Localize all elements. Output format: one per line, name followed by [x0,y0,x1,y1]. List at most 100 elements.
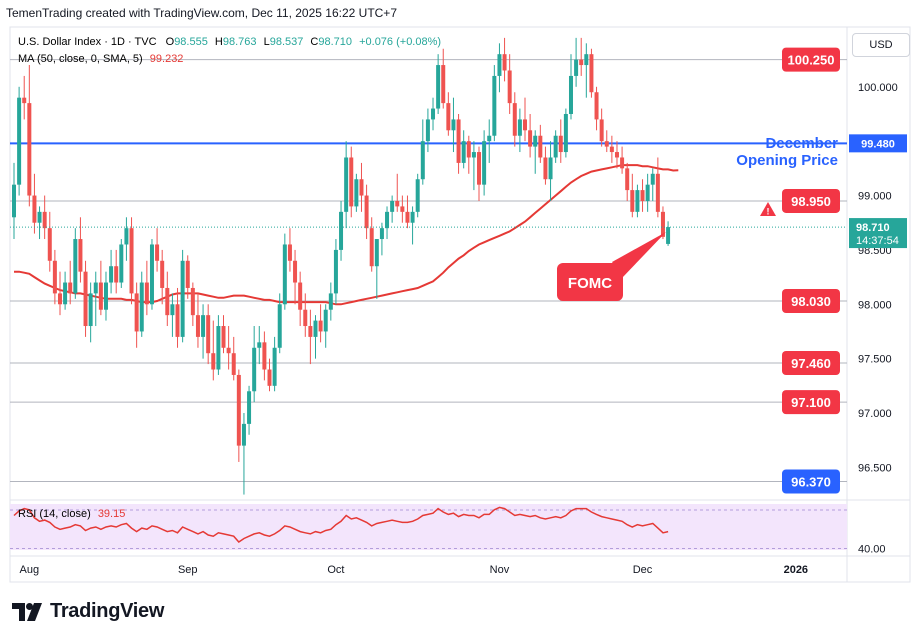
legend-high-value: 98.763 [223,36,257,48]
candle-body [364,195,369,229]
candle-91 [477,146,482,201]
level-box-text-3: 98.030 [791,294,831,309]
y-tick-label-6: 97.000 [858,408,892,420]
legend-rsi: RSI (14, close) 39.15 [18,508,125,520]
candle-body [318,320,323,332]
candle-body [226,347,231,354]
candle-88 [461,130,466,169]
candle-116 [604,130,609,153]
candle-body [497,54,502,76]
candle-114 [594,86,599,131]
candle-body [93,282,98,294]
candle-body [395,200,400,207]
candle-86 [451,97,456,153]
candle-7 [47,211,52,272]
candle-84 [441,48,446,109]
candle-111 [579,37,584,76]
candle-75 [395,173,400,212]
candle-body [103,282,108,310]
candle-body [415,179,420,212]
ma-line [14,164,679,306]
candle-body [446,103,451,131]
candle-80 [420,119,425,185]
candle-100 [523,97,527,142]
candle-13 [78,217,83,283]
candle-body [32,195,37,223]
last-price-box [849,218,907,249]
candle-23 [129,217,134,305]
legend-low-label: L [264,36,270,48]
candle-body [609,146,614,153]
candle-body [635,190,640,212]
candle-body [160,260,165,288]
candle-body [298,282,303,310]
candle-body [431,108,436,120]
candle-body [73,239,78,294]
candle-103 [538,124,543,163]
candle-73 [385,206,390,240]
candle-body [487,135,492,142]
legend-open-value: 98.555 [174,36,208,48]
candle-74 [390,195,395,223]
candle-body [241,423,246,446]
level-labels: 100.250 99.480 98.950 98.030 97.460 97.100 96.… [10,47,907,494]
candle-body [344,157,349,212]
candle-body [666,227,671,244]
candle-body [594,92,599,120]
candle-body [257,342,262,348]
last-price-text: 98.710 [856,222,890,234]
candle-61 [323,304,328,348]
candle-65 [344,141,349,229]
candle-body [451,119,456,131]
candle-112 [584,43,589,98]
candle-body [620,157,625,169]
horizontal-levels [10,59,847,483]
legend-row-1: U.S. Dollar Index · 1D · TVC O98.555 H98… [18,36,441,48]
y-tick-label-4: 98.000 [858,299,892,311]
candle-body [303,309,308,327]
candle-54 [287,228,292,272]
candle-128 [666,221,671,246]
candle-body [12,184,16,218]
candle-body [456,119,461,163]
candle-58 [308,309,313,365]
candle-body [660,211,665,237]
candle-body [650,173,655,185]
candle-body [523,119,527,131]
legend-close-value: 98.710 [318,36,352,48]
currency-button[interactable]: USD [852,33,910,57]
candle-59 [313,315,318,359]
candle-81 [425,108,430,153]
candle-120 [625,162,630,201]
candle-78 [410,206,415,245]
candle-31 [170,293,175,337]
december-annotation-line2: Opening Price [736,152,838,169]
x-tick-label-3: Nov [490,564,510,576]
price-chart[interactable]: 100.00099.00098.50098.00097.50097.00096.… [0,0,923,590]
candle-body [466,141,471,158]
candle-body [272,347,277,386]
candle-29 [160,249,165,305]
candle-17 [98,260,103,316]
candle-body [221,326,226,348]
candle-body [124,228,129,245]
fomc-callout: FOMC [557,232,666,301]
candle-body [558,135,563,153]
candle-63 [333,239,338,305]
legend-change: +0.076 (+0.08%) [359,36,441,48]
candle-92 [482,130,487,196]
candle-45 [241,413,246,495]
candle-body [155,244,160,261]
level-box-2 [782,188,840,213]
moving-average [14,164,679,306]
legend-rsi-value: 39.15 [98,508,126,520]
candle-27 [149,239,154,310]
candle-38 [206,304,211,365]
candle-96 [502,37,507,82]
candle-25 [139,271,144,337]
candle-108 [563,108,568,158]
warning-icon[interactable]: ! [760,202,776,217]
candle-53 [282,233,287,310]
candle-body [109,266,114,283]
candle-5 [37,206,42,240]
